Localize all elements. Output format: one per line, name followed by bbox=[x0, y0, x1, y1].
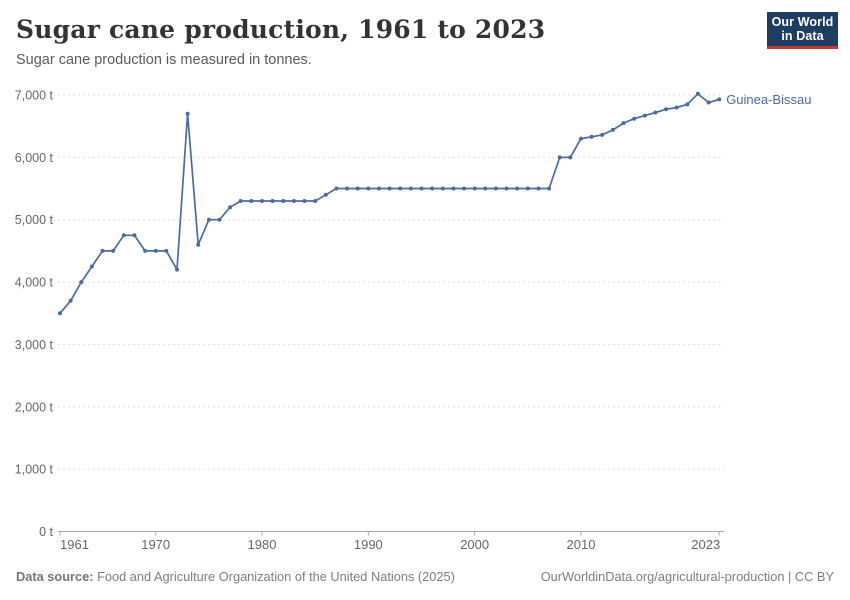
data-source-text: Food and Agriculture Organization of the… bbox=[93, 569, 455, 584]
data-point[interactable] bbox=[525, 186, 530, 191]
data-point[interactable] bbox=[249, 199, 254, 203]
chart-footer: Data source: Food and Agriculture Organi… bbox=[16, 569, 834, 584]
data-point[interactable] bbox=[493, 186, 498, 191]
data-point[interactable] bbox=[79, 280, 84, 285]
y-tick-label: 1,000 t bbox=[15, 463, 54, 477]
data-point[interactable] bbox=[398, 186, 403, 191]
data-point[interactable] bbox=[664, 107, 668, 112]
data-source-note: Data source: Food and Agriculture Organi… bbox=[16, 569, 455, 584]
data-point[interactable] bbox=[89, 264, 94, 269]
data-point[interactable] bbox=[387, 186, 392, 191]
data-point[interactable] bbox=[377, 186, 381, 191]
data-point[interactable] bbox=[610, 127, 615, 132]
data-point[interactable] bbox=[175, 267, 179, 272]
x-tick-label: 1961 bbox=[60, 537, 89, 552]
data-point[interactable] bbox=[334, 186, 339, 191]
y-tick-label: 7,000 t bbox=[15, 89, 54, 103]
data-point[interactable] bbox=[164, 248, 169, 253]
x-tick-label: 2010 bbox=[567, 537, 596, 552]
data-point[interactable] bbox=[504, 186, 509, 191]
data-point[interactable] bbox=[143, 248, 148, 253]
data-point[interactable] bbox=[100, 248, 105, 253]
y-tick-label: 6,000 t bbox=[15, 151, 54, 165]
data-point[interactable] bbox=[111, 248, 116, 253]
x-tick-label: 1970 bbox=[141, 537, 170, 552]
data-point[interactable] bbox=[345, 186, 350, 191]
data-point[interactable] bbox=[323, 192, 328, 197]
y-tick-label: 4,000 t bbox=[15, 276, 54, 290]
data-point[interactable] bbox=[260, 199, 264, 203]
data-point[interactable] bbox=[270, 199, 275, 203]
data-point[interactable] bbox=[547, 186, 552, 191]
x-tick-label: 1990 bbox=[354, 537, 383, 552]
data-point[interactable] bbox=[132, 233, 137, 238]
data-point[interactable] bbox=[291, 199, 296, 203]
owid-logo-line1: Our World bbox=[771, 15, 834, 29]
y-tick-label: 5,000 t bbox=[15, 213, 54, 227]
data-point[interactable] bbox=[430, 186, 435, 191]
data-point[interactable] bbox=[206, 217, 211, 222]
owid-link[interactable]: OurWorldinData.org/agricultural-producti… bbox=[540, 569, 834, 584]
data-point[interactable] bbox=[58, 311, 62, 316]
data-point[interactable] bbox=[228, 205, 233, 210]
data-point[interactable] bbox=[153, 248, 158, 253]
data-point[interactable] bbox=[632, 116, 637, 121]
data-point[interactable] bbox=[196, 242, 201, 247]
data-point[interactable] bbox=[185, 111, 190, 116]
y-tick-label: 3,000 t bbox=[15, 338, 54, 352]
data-point[interactable] bbox=[685, 102, 690, 107]
data-point[interactable] bbox=[302, 199, 307, 203]
data-point[interactable] bbox=[600, 132, 605, 137]
entity-label[interactable]: Guinea-Bissau bbox=[726, 92, 811, 107]
data-point[interactable] bbox=[483, 186, 488, 191]
x-tick-label: 2023 bbox=[691, 537, 720, 552]
data-point[interactable] bbox=[717, 97, 722, 102]
data-source-label: Data source: bbox=[16, 569, 94, 584]
data-point[interactable] bbox=[695, 91, 700, 96]
data-point[interactable] bbox=[451, 186, 456, 191]
data-point[interactable] bbox=[419, 186, 424, 191]
x-tick-label: 2000 bbox=[460, 537, 489, 552]
data-point[interactable] bbox=[579, 136, 583, 141]
page-title: Sugar cane production, 1961 to 2023 bbox=[16, 15, 546, 44]
data-point[interactable] bbox=[408, 186, 413, 191]
data-point[interactable] bbox=[238, 199, 243, 203]
data-point[interactable] bbox=[568, 155, 573, 160]
data-point[interactable] bbox=[281, 199, 286, 203]
data-point[interactable] bbox=[536, 186, 541, 191]
data-point[interactable] bbox=[472, 186, 477, 191]
data-point[interactable] bbox=[121, 233, 126, 238]
data-point[interactable] bbox=[366, 186, 371, 191]
owid-logo: Our World in Data bbox=[767, 12, 838, 49]
data-point[interactable] bbox=[462, 186, 466, 191]
owid-logo-line2: in Data bbox=[781, 29, 824, 43]
y-tick-label: 0 t bbox=[39, 525, 53, 539]
x-tick-label: 1980 bbox=[248, 537, 277, 552]
data-point[interactable] bbox=[557, 155, 562, 160]
data-point[interactable] bbox=[217, 217, 222, 222]
data-point[interactable] bbox=[621, 121, 626, 126]
data-point[interactable] bbox=[653, 110, 658, 115]
data-point[interactable] bbox=[440, 186, 445, 191]
y-tick-label: 2,000 t bbox=[15, 400, 54, 414]
data-point[interactable] bbox=[68, 298, 73, 303]
data-point[interactable] bbox=[706, 100, 711, 105]
data-point[interactable] bbox=[313, 199, 318, 203]
data-point[interactable] bbox=[589, 134, 594, 139]
page-subtitle: Sugar cane production is measured in ton… bbox=[16, 52, 312, 68]
data-line[interactable] bbox=[59, 92, 721, 315]
data-point[interactable] bbox=[515, 186, 520, 191]
data-point[interactable] bbox=[642, 113, 647, 118]
data-point[interactable] bbox=[355, 186, 360, 191]
data-point[interactable] bbox=[674, 105, 679, 110]
